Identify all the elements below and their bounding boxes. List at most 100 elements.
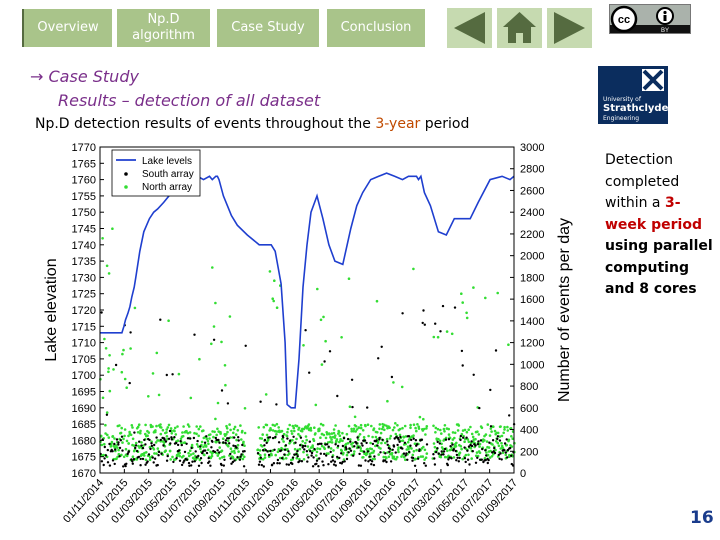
north-array-point — [404, 458, 407, 462]
north-array-point — [243, 431, 247, 435]
north-array-point — [119, 431, 123, 435]
north-array-point — [440, 432, 443, 435]
south-array-point — [125, 462, 128, 465]
north-array-point — [122, 455, 126, 459]
nav-conclusion-button[interactable]: Conclusion — [327, 9, 425, 47]
south-array-point — [486, 461, 489, 465]
south-array-point — [283, 453, 286, 456]
south-array-point — [226, 402, 230, 405]
north-array-point — [187, 425, 191, 428]
south-array-point — [363, 439, 367, 442]
north-array-point — [131, 437, 135, 441]
south-array-point — [454, 449, 457, 453]
south-array-point — [358, 452, 361, 456]
north-array-point — [133, 306, 137, 310]
south-array-point — [409, 444, 412, 447]
back-button[interactable] — [447, 8, 492, 48]
left-tick-label: 1755 — [72, 191, 96, 203]
north-array-point — [135, 458, 139, 461]
left-tick-label: 1725 — [72, 289, 96, 301]
south-array-point — [199, 445, 202, 448]
south-array-point — [349, 440, 352, 443]
north-array-point — [174, 433, 178, 436]
right-tick-label: 0 — [520, 468, 526, 480]
north-array-point — [207, 442, 210, 446]
north-array-point — [490, 455, 494, 458]
south-array-point — [193, 333, 196, 336]
north-array-point — [118, 424, 121, 427]
north-array-point — [401, 426, 404, 430]
south-array-point — [217, 438, 220, 442]
north-array-point — [325, 432, 329, 436]
north-array-point — [409, 423, 412, 427]
south-array-point — [425, 443, 429, 446]
north-array-point — [400, 385, 404, 389]
nav-algorithm-button[interactable]: Np.D algorithm — [117, 9, 210, 47]
svg-text:University of: University of — [603, 96, 642, 103]
right-tick-label: 1000 — [520, 359, 544, 371]
north-array-point — [107, 370, 110, 374]
south-array-point — [479, 439, 483, 442]
north-array-point — [422, 427, 426, 431]
south-array-point — [279, 449, 283, 452]
south-array-point — [494, 349, 498, 352]
north-array-point — [496, 441, 500, 445]
north-array-point — [274, 453, 278, 457]
south-array-point — [305, 450, 309, 453]
nav-overview-button[interactable]: Overview — [22, 9, 112, 47]
south-array-point — [508, 414, 511, 417]
south-array-point — [392, 445, 396, 448]
south-array-point — [182, 461, 185, 464]
south-array-point — [396, 443, 399, 447]
south-array-point — [325, 443, 329, 446]
south-array-point — [275, 403, 278, 406]
south-array-point — [188, 464, 191, 467]
south-array-point — [183, 450, 187, 454]
north-array-point — [367, 434, 370, 438]
south-array-point — [434, 322, 437, 325]
south-array-point — [299, 436, 303, 439]
north-array-point — [155, 424, 158, 428]
north-array-point — [467, 453, 470, 457]
north-array-point — [455, 441, 458, 445]
south-array-point — [476, 443, 480, 446]
south-array-point — [474, 461, 478, 464]
section-title-line2: Results – detection of all dataset — [58, 91, 321, 110]
south-array-point — [368, 455, 371, 458]
north-array-point — [261, 445, 264, 448]
north-array-point — [221, 437, 225, 441]
south-array-point — [498, 439, 502, 442]
south-array-point — [320, 442, 323, 445]
north-array-point — [178, 454, 181, 458]
south-array-point — [373, 455, 376, 458]
nav-case-study-button[interactable]: Case Study — [217, 9, 319, 47]
north-array-point — [319, 318, 323, 322]
south-array-point — [420, 438, 424, 441]
south-array-point — [462, 436, 465, 439]
north-array-point — [131, 426, 134, 429]
north-array-point — [133, 444, 136, 448]
south-array-point — [115, 438, 119, 441]
south-array-point — [141, 446, 145, 450]
north-array-point — [380, 441, 383, 445]
north-array-point — [436, 335, 440, 339]
home-button[interactable] — [497, 8, 542, 48]
north-array-point — [470, 432, 474, 436]
north-array-point — [178, 451, 181, 455]
caption-text-end: period — [420, 116, 470, 132]
north-array-point — [346, 441, 350, 445]
north-array-point — [425, 427, 428, 430]
north-array-point — [415, 429, 418, 433]
south-array-point — [424, 464, 427, 467]
chart-caption: Np.D detection results of events through… — [35, 116, 469, 132]
north-array-point — [123, 434, 126, 438]
south-array-point — [196, 439, 199, 443]
legend-entry: Lake levels — [142, 156, 192, 167]
south-array-point — [283, 448, 287, 451]
north-array-point — [137, 423, 141, 427]
forward-button[interactable] — [547, 8, 592, 48]
north-array-point — [280, 429, 284, 433]
chart-axes: 1670 1675 1680 1685 1690 1695 1700 1705 1710 1715… — [61, 142, 544, 526]
south-array-point — [106, 448, 110, 452]
north-array-point — [415, 448, 418, 452]
